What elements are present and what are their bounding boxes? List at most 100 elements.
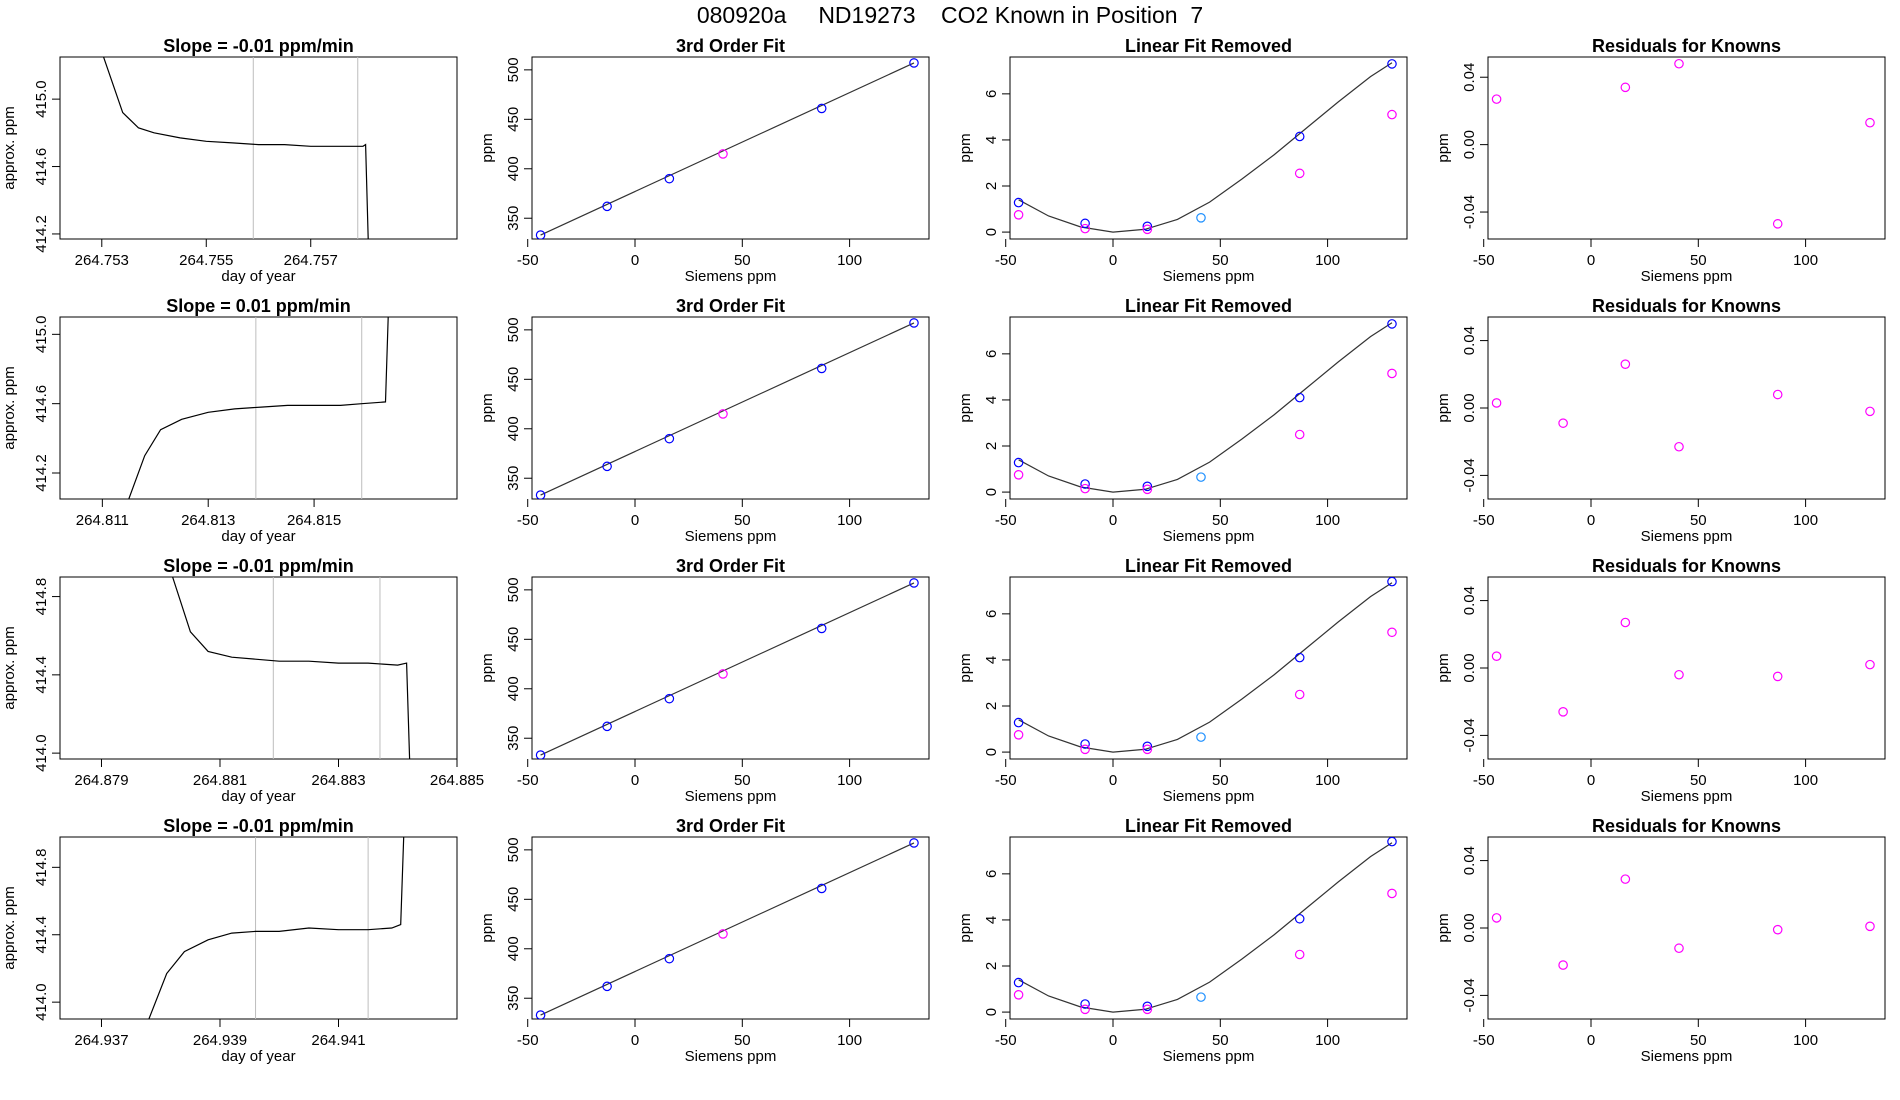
plot-area <box>1013 577 1397 755</box>
plot-area <box>128 317 389 499</box>
y-tick-label: 350 <box>505 986 522 1011</box>
y-tick-label: 6 <box>983 90 1000 98</box>
data-point <box>1142 741 1153 752</box>
x-tick-label: 264.879 <box>74 772 128 789</box>
data-point <box>1013 457 1024 468</box>
y-tick-label: 414.2 <box>33 454 50 492</box>
data-point <box>1387 888 1397 899</box>
panel-linear_removed-r3: Linear Fit Removed -50 0 50 100 Siemens ppm 0 2… <box>957 556 1408 805</box>
x-tick-label: 0 <box>631 512 639 529</box>
y-tick-label: 414.6 <box>33 148 50 186</box>
y-axis-label: ppm <box>479 913 496 942</box>
data-point <box>1294 689 1305 700</box>
y-tick-label: 0.00 <box>1461 130 1478 159</box>
plot-area <box>1491 58 1875 250</box>
x-tick-label: 100 <box>837 252 862 269</box>
x-tick-label: 50 <box>734 252 751 269</box>
data-point <box>718 149 728 159</box>
x-axis-label: Siemens ppm <box>685 788 777 805</box>
x-axis-label: Siemens ppm <box>1641 528 1733 545</box>
y-axis-label: ppm <box>1435 653 1452 682</box>
panel-fit-r2: 3rd Order Fit -50 0 50 100 Siemens ppm 350 400 4… <box>479 296 930 545</box>
y-tick-label: 2 <box>983 442 1000 450</box>
y-axis-label: ppm <box>479 653 496 682</box>
plot-frame <box>1009 836 1408 1020</box>
y-tick-label: 4 <box>983 916 1000 924</box>
panel-residuals-r4: Residuals for Knowns -50 0 50 100 Siemens ppm… <box>1435 816 1886 1065</box>
x-tick-label: 0 <box>1587 1032 1595 1049</box>
y-axis-label: ppm <box>957 913 974 942</box>
x-tick-label: 0 <box>1109 512 1117 529</box>
x-tick-label: 0 <box>1587 252 1595 269</box>
panel-title: Slope = 0.01 ppm/min <box>166 296 351 316</box>
fit-line <box>540 582 915 756</box>
y-axis-label: ppm <box>957 653 974 682</box>
y-tick-label: 450 <box>505 107 522 132</box>
y-axis-label: ppm <box>1435 393 1452 422</box>
panel-linear_removed-r2: Linear Fit Removed -50 0 50 100 Siemens ppm 0 2… <box>957 296 1408 545</box>
data-point <box>1142 1001 1153 1012</box>
x-tick-label: 0 <box>631 772 639 789</box>
y-tick-label: 0 <box>983 1008 1000 1016</box>
x-axis-label: Siemens ppm <box>685 268 777 285</box>
data-point <box>1294 652 1305 663</box>
data-point <box>1772 389 1783 400</box>
panel-timeseries-r4: Slope = -0.01 ppm/min 264.937 264.939 264.9… <box>1 816 458 1065</box>
data-point <box>1491 913 1502 923</box>
x-axis-label: day of year <box>221 1048 295 1065</box>
panel-title: Residuals for Knowns <box>1592 36 1781 56</box>
data-point <box>1620 82 1631 93</box>
plot-frame <box>1009 576 1408 760</box>
y-tick-label: 414.4 <box>33 656 50 694</box>
panel-title: 3rd Order Fit <box>676 296 785 316</box>
plot-frame <box>1009 56 1408 240</box>
y-axis-label: ppm <box>957 393 974 422</box>
data-point <box>1674 441 1684 452</box>
panel-title: Slope = -0.01 ppm/min <box>163 36 354 56</box>
x-tick-label: -50 <box>995 252 1017 269</box>
x-tick-label: 100 <box>1315 512 1340 529</box>
plot-area <box>535 318 919 499</box>
x-tick-label: 50 <box>1690 1032 1707 1049</box>
panel-title: Slope = -0.01 ppm/min <box>163 556 354 576</box>
fit-curve <box>1018 322 1393 493</box>
y-tick-label: 2 <box>983 962 1000 970</box>
plot-area <box>1491 359 1875 452</box>
y-tick-label: 450 <box>505 887 522 912</box>
data-point <box>1674 943 1684 954</box>
data-point <box>1196 732 1206 742</box>
x-tick-label: -50 <box>1473 252 1495 269</box>
x-tick-label: -50 <box>1473 512 1495 529</box>
panel-linear_removed-r4: Linear Fit Removed -50 0 50 100 Siemens ppm 0 2… <box>957 816 1408 1065</box>
plot-area <box>1491 617 1875 717</box>
data-point <box>1196 213 1206 223</box>
y-axis-label: approx. ppm <box>1 626 18 709</box>
data-point <box>1559 242 1567 250</box>
x-tick-label: 50 <box>734 512 751 529</box>
y-axis-label: ppm <box>479 133 496 162</box>
y-tick-label: 0.00 <box>1461 653 1478 682</box>
y-tick-label: 414.6 <box>33 385 50 423</box>
plot-frame <box>59 56 458 240</box>
data-point <box>1142 1004 1153 1015</box>
data-point <box>1674 669 1684 680</box>
panel-title: Linear Fit Removed <box>1125 296 1292 316</box>
data-point <box>602 201 612 212</box>
y-tick-label: 415.0 <box>33 316 50 354</box>
data-point <box>1080 479 1090 489</box>
x-tick-label: -50 <box>517 772 539 789</box>
series-line <box>128 317 389 499</box>
data-point <box>909 838 919 848</box>
data-point <box>664 693 675 704</box>
data-point <box>1013 730 1024 740</box>
series-line <box>102 57 369 239</box>
plot-area <box>172 577 411 759</box>
data-point <box>1013 977 1024 988</box>
panel-title: Slope = -0.01 ppm/min <box>163 816 354 836</box>
panel-title: 3rd Order Fit <box>676 556 785 576</box>
fit-curve <box>1018 62 1393 233</box>
y-tick-label: 414.8 <box>33 849 50 887</box>
plot-frame <box>1487 836 1886 1020</box>
y-tick-label: -0.04 <box>1461 718 1478 752</box>
